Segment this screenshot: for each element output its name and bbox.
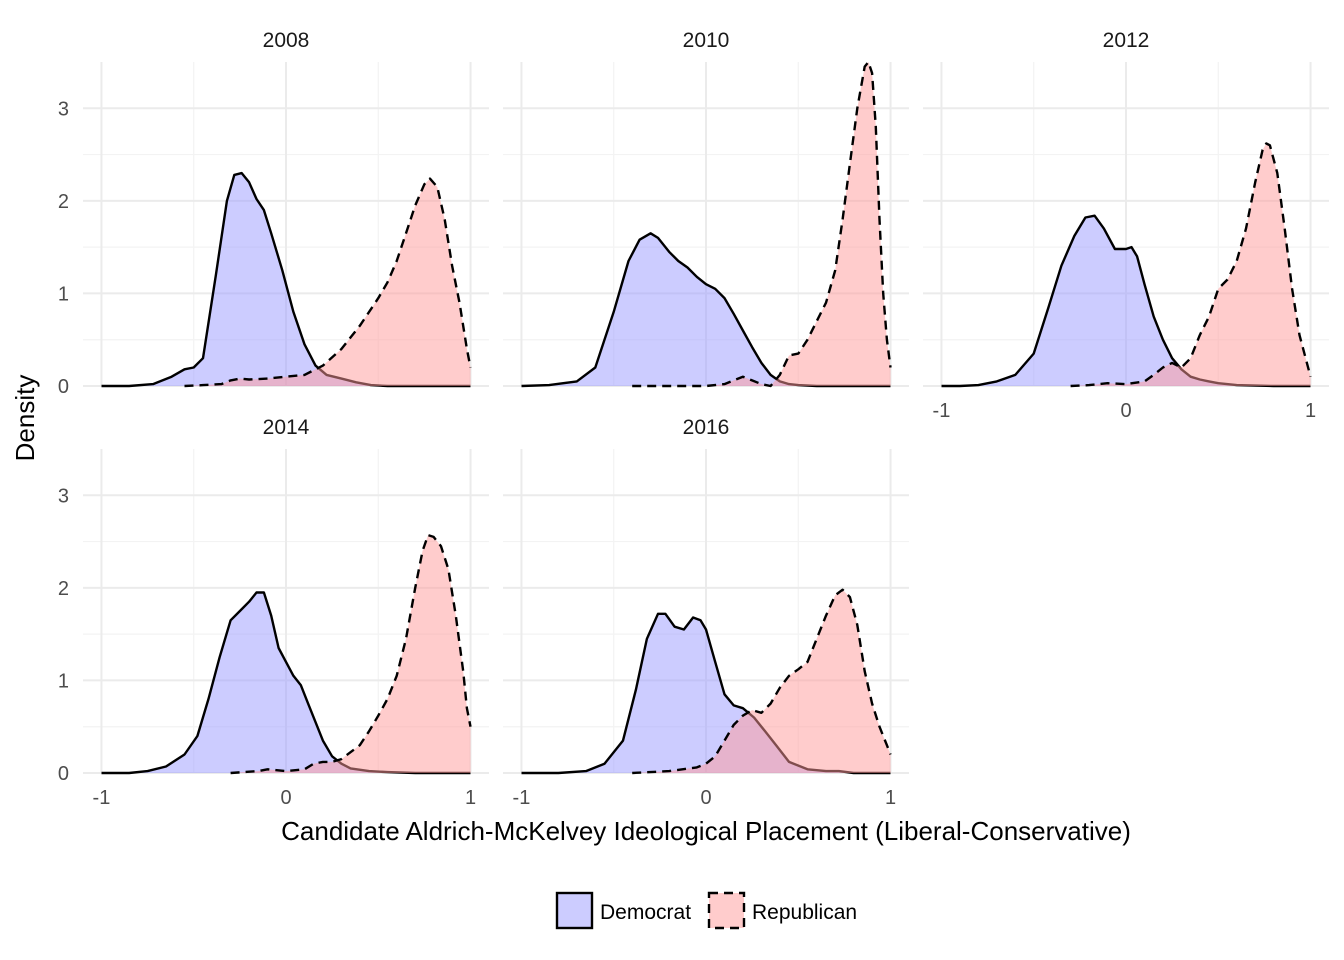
density-area-democrat xyxy=(521,613,891,773)
density-area-democrat xyxy=(521,233,891,386)
density-line-republican xyxy=(184,177,472,388)
panel-2012: 2012 -1 0 1 xyxy=(923,29,1329,422)
x-axis-title: Candidate Aldrich-McKelvey Ideological P… xyxy=(281,816,1131,846)
x-tick-label: 1 xyxy=(885,787,896,809)
x-tick-label: 0 xyxy=(280,787,291,809)
legend-key-democrat xyxy=(555,891,594,930)
y-tick-label: 2 xyxy=(58,578,69,600)
legend-label-democrat: Democrat xyxy=(600,901,691,924)
panel-title: 2010 xyxy=(683,29,730,52)
density-area-democrat xyxy=(941,215,1311,386)
density-area-democrat xyxy=(101,592,471,773)
y-tick-label: 2 xyxy=(58,191,69,213)
x-tick-label: 1 xyxy=(1305,400,1316,422)
y-axis-title: Density xyxy=(10,375,40,462)
panel-title: 2016 xyxy=(683,416,730,439)
density-area-republican xyxy=(1070,143,1311,386)
density-area-republican xyxy=(632,589,891,773)
x-tick-label: 0 xyxy=(1120,400,1131,422)
panels-layer: 2008 0 1 2 3 2010 2012 -1 0 1 2014 0 1 2 3 -1 0 1 2016 -1 0 1 xyxy=(58,29,1329,809)
panel-title: 2014 xyxy=(263,416,310,439)
y-tick-label: 0 xyxy=(58,376,69,398)
x-tick-label: -1 xyxy=(93,787,111,809)
density-area-republican xyxy=(184,178,471,386)
legend-key-republican xyxy=(707,891,746,930)
panel-2016: 2016 -1 0 1 xyxy=(503,416,909,809)
panel-2008: 2008 0 1 2 3 xyxy=(58,29,489,398)
y-tick-label: 1 xyxy=(58,670,69,692)
x-tick-label: -1 xyxy=(933,400,951,422)
y-tick-label: 3 xyxy=(58,98,69,120)
x-tick-label: 0 xyxy=(700,787,711,809)
density-area-democrat xyxy=(101,173,471,386)
y-tick-label: 1 xyxy=(58,283,69,305)
panel-title: 2008 xyxy=(263,29,310,52)
panel-2010: 2010 xyxy=(503,29,909,388)
density-line-republican xyxy=(1070,142,1312,388)
density-area-republican xyxy=(230,535,471,773)
density-line-republican xyxy=(632,60,892,388)
panel-2014: 2014 0 1 2 3 -1 0 1 xyxy=(58,416,489,809)
panel-title: 2012 xyxy=(1103,29,1150,52)
legend-label-republican: Republican xyxy=(752,901,857,924)
x-tick-label: 1 xyxy=(465,787,476,809)
x-tick-label: -1 xyxy=(513,787,531,809)
y-tick-label: 0 xyxy=(58,763,69,785)
legend: Democrat Republican xyxy=(555,891,857,930)
y-tick-label: 3 xyxy=(58,485,69,507)
